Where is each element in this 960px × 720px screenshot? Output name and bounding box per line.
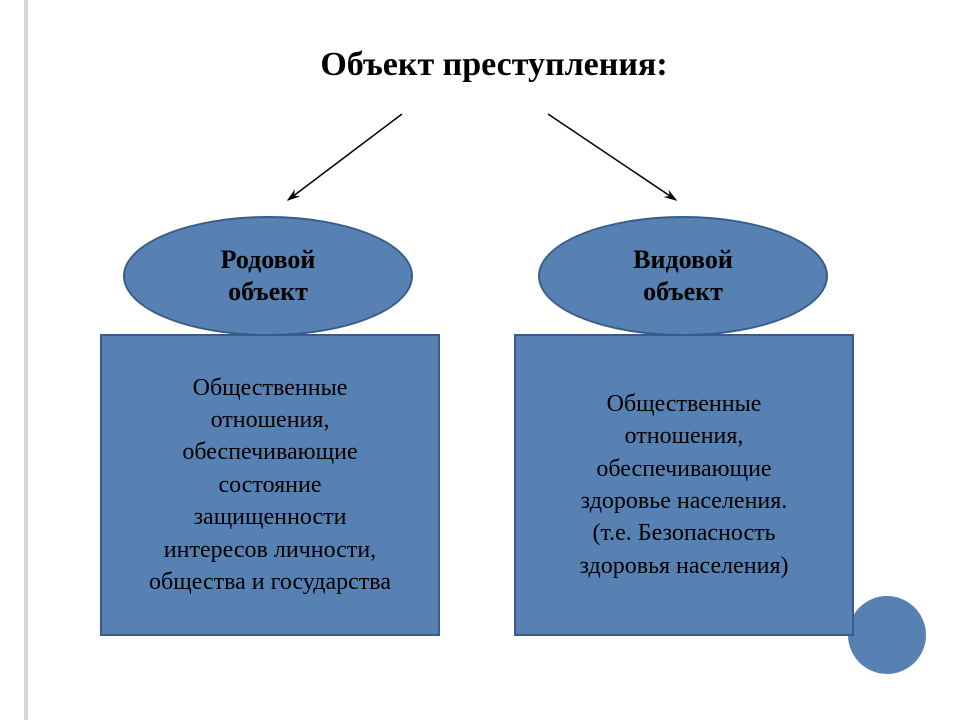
rect-specific-description: Общественныеотношения,обеспечивающиездор… <box>514 334 854 636</box>
diagram-canvas: Объект преступления: Родовойобъект Видово… <box>28 0 960 720</box>
ellipse-generic-object: Родовойобъект <box>123 216 413 336</box>
arrow <box>288 114 402 200</box>
corner-badge <box>848 596 926 674</box>
arrow <box>548 114 676 200</box>
side-band <box>0 0 24 720</box>
rect-generic-description: Общественныеотношения,обеспечивающиесост… <box>100 334 440 636</box>
page-title: Объект преступления: <box>28 46 960 84</box>
ellipse-specific-object: Видовойобъект <box>538 216 828 336</box>
